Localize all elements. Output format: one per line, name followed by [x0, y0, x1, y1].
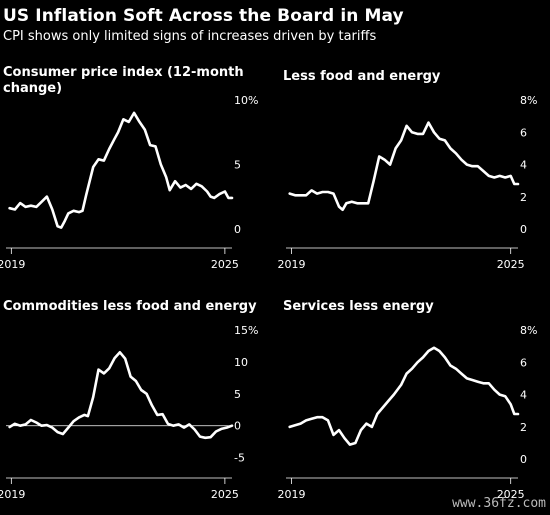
y-tick-label-core-4: 8% [520, 94, 537, 107]
chart-core: 0 2 4 6 8% 2019 2025 [277, 94, 537, 271]
x-tick-label-commodities-1: 2025 [211, 488, 239, 501]
x-tick-label-services-1: 2025 [497, 488, 525, 501]
x-tick-label-core-1: 2025 [497, 258, 525, 271]
chart-cpi: 0 5 10% 2019 2025 [0, 94, 258, 271]
panel-title-core: Less food and energy [283, 69, 441, 84]
panel-title-cpi: Consumer price index (12-month change) [3, 65, 244, 96]
y-tick-label-services-4: 8% [520, 324, 537, 337]
y-tick-label-commodities-0: -5 [234, 452, 245, 465]
x-tick-label-core-0: 2019 [277, 258, 305, 271]
y-tick-label-core-0: 0 [520, 223, 527, 236]
y-tick-label-services-2: 4 [520, 389, 527, 402]
series-line-cpi-0 [8, 111, 234, 229]
y-tick-label-cpi-1: 5 [234, 158, 241, 171]
y-tick-label-cpi-2: 10% [234, 94, 258, 107]
x-tick-label-cpi-1: 2025 [211, 258, 239, 271]
watermark: www.36fz.com [452, 496, 546, 511]
panel-title-commodities: Commodities less food and energy [3, 299, 257, 314]
y-tick-label-commodities-3: 10 [234, 356, 248, 369]
y-tick-label-services-0: 0 [520, 453, 527, 466]
y-tick-label-services-1: 2 [520, 421, 527, 434]
chart-commodities: -5 0 5 10 15% 2019 2025 [0, 324, 258, 501]
y-tick-label-core-1: 2 [520, 191, 527, 204]
series-line-core-0 [288, 121, 520, 212]
chart-services: 0 2 4 6 8% 2019 2025 [277, 324, 537, 501]
series-line-commodities-0 [8, 351, 234, 440]
y-tick-label-core-3: 6 [520, 126, 527, 139]
x-tick-label-cpi-0: 2019 [0, 258, 25, 271]
y-tick-label-core-2: 4 [520, 159, 527, 172]
panel-title-services: Services less energy [283, 299, 434, 314]
headline: US Inflation Soft Across the Board in Ma… [3, 6, 404, 26]
series-line-services-0 [288, 346, 520, 446]
y-tick-label-services-3: 6 [520, 356, 527, 369]
y-tick-label-commodities-2: 5 [234, 388, 241, 401]
y-tick-label-cpi-0: 0 [234, 223, 241, 236]
x-tick-label-commodities-0: 2019 [0, 488, 25, 501]
y-tick-label-commodities-4: 15% [234, 324, 258, 337]
y-tick-label-commodities-1: 0 [234, 420, 241, 433]
subheadline: CPI shows only limited signs of increase… [3, 29, 377, 44]
x-tick-label-services-0: 2019 [277, 488, 305, 501]
